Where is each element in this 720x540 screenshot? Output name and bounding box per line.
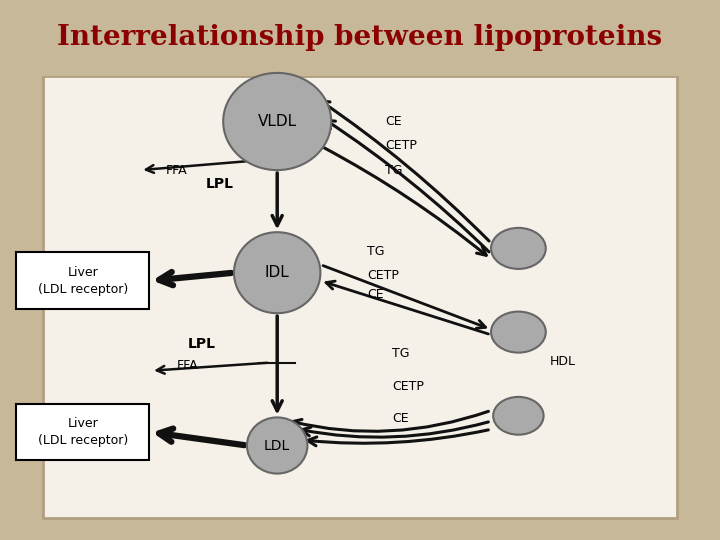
Ellipse shape	[491, 312, 546, 353]
Text: CE: CE	[392, 412, 409, 425]
Text: CE: CE	[385, 115, 402, 128]
Text: LDL: LDL	[264, 438, 290, 453]
Text: IDL: IDL	[265, 265, 289, 280]
Ellipse shape	[247, 417, 307, 474]
Text: FFA: FFA	[176, 359, 198, 372]
Text: TG: TG	[392, 347, 410, 360]
Text: Liver
(LDL receptor): Liver (LDL receptor)	[37, 266, 128, 296]
Text: HDL: HDL	[549, 355, 575, 368]
Bar	[17, 253, 150, 309]
Bar	[43, 76, 677, 518]
Text: CETP: CETP	[367, 269, 399, 282]
Ellipse shape	[234, 232, 320, 313]
Text: TG: TG	[385, 164, 402, 177]
Text: VLDL: VLDL	[258, 114, 297, 129]
Ellipse shape	[491, 228, 546, 269]
Text: LPL: LPL	[206, 177, 233, 191]
Ellipse shape	[223, 73, 331, 170]
Text: CETP: CETP	[385, 139, 417, 152]
Bar	[0, 0, 720, 76]
Text: FFA: FFA	[166, 164, 187, 177]
Bar	[17, 404, 150, 460]
Text: LPL: LPL	[188, 337, 215, 350]
Text: TG: TG	[367, 245, 384, 258]
Text: CETP: CETP	[392, 380, 424, 393]
Text: Interrelationship between lipoproteins: Interrelationship between lipoproteins	[58, 24, 662, 51]
Ellipse shape	[493, 397, 544, 435]
Text: CE: CE	[367, 288, 384, 301]
Text: Liver
(LDL receptor): Liver (LDL receptor)	[37, 417, 128, 447]
